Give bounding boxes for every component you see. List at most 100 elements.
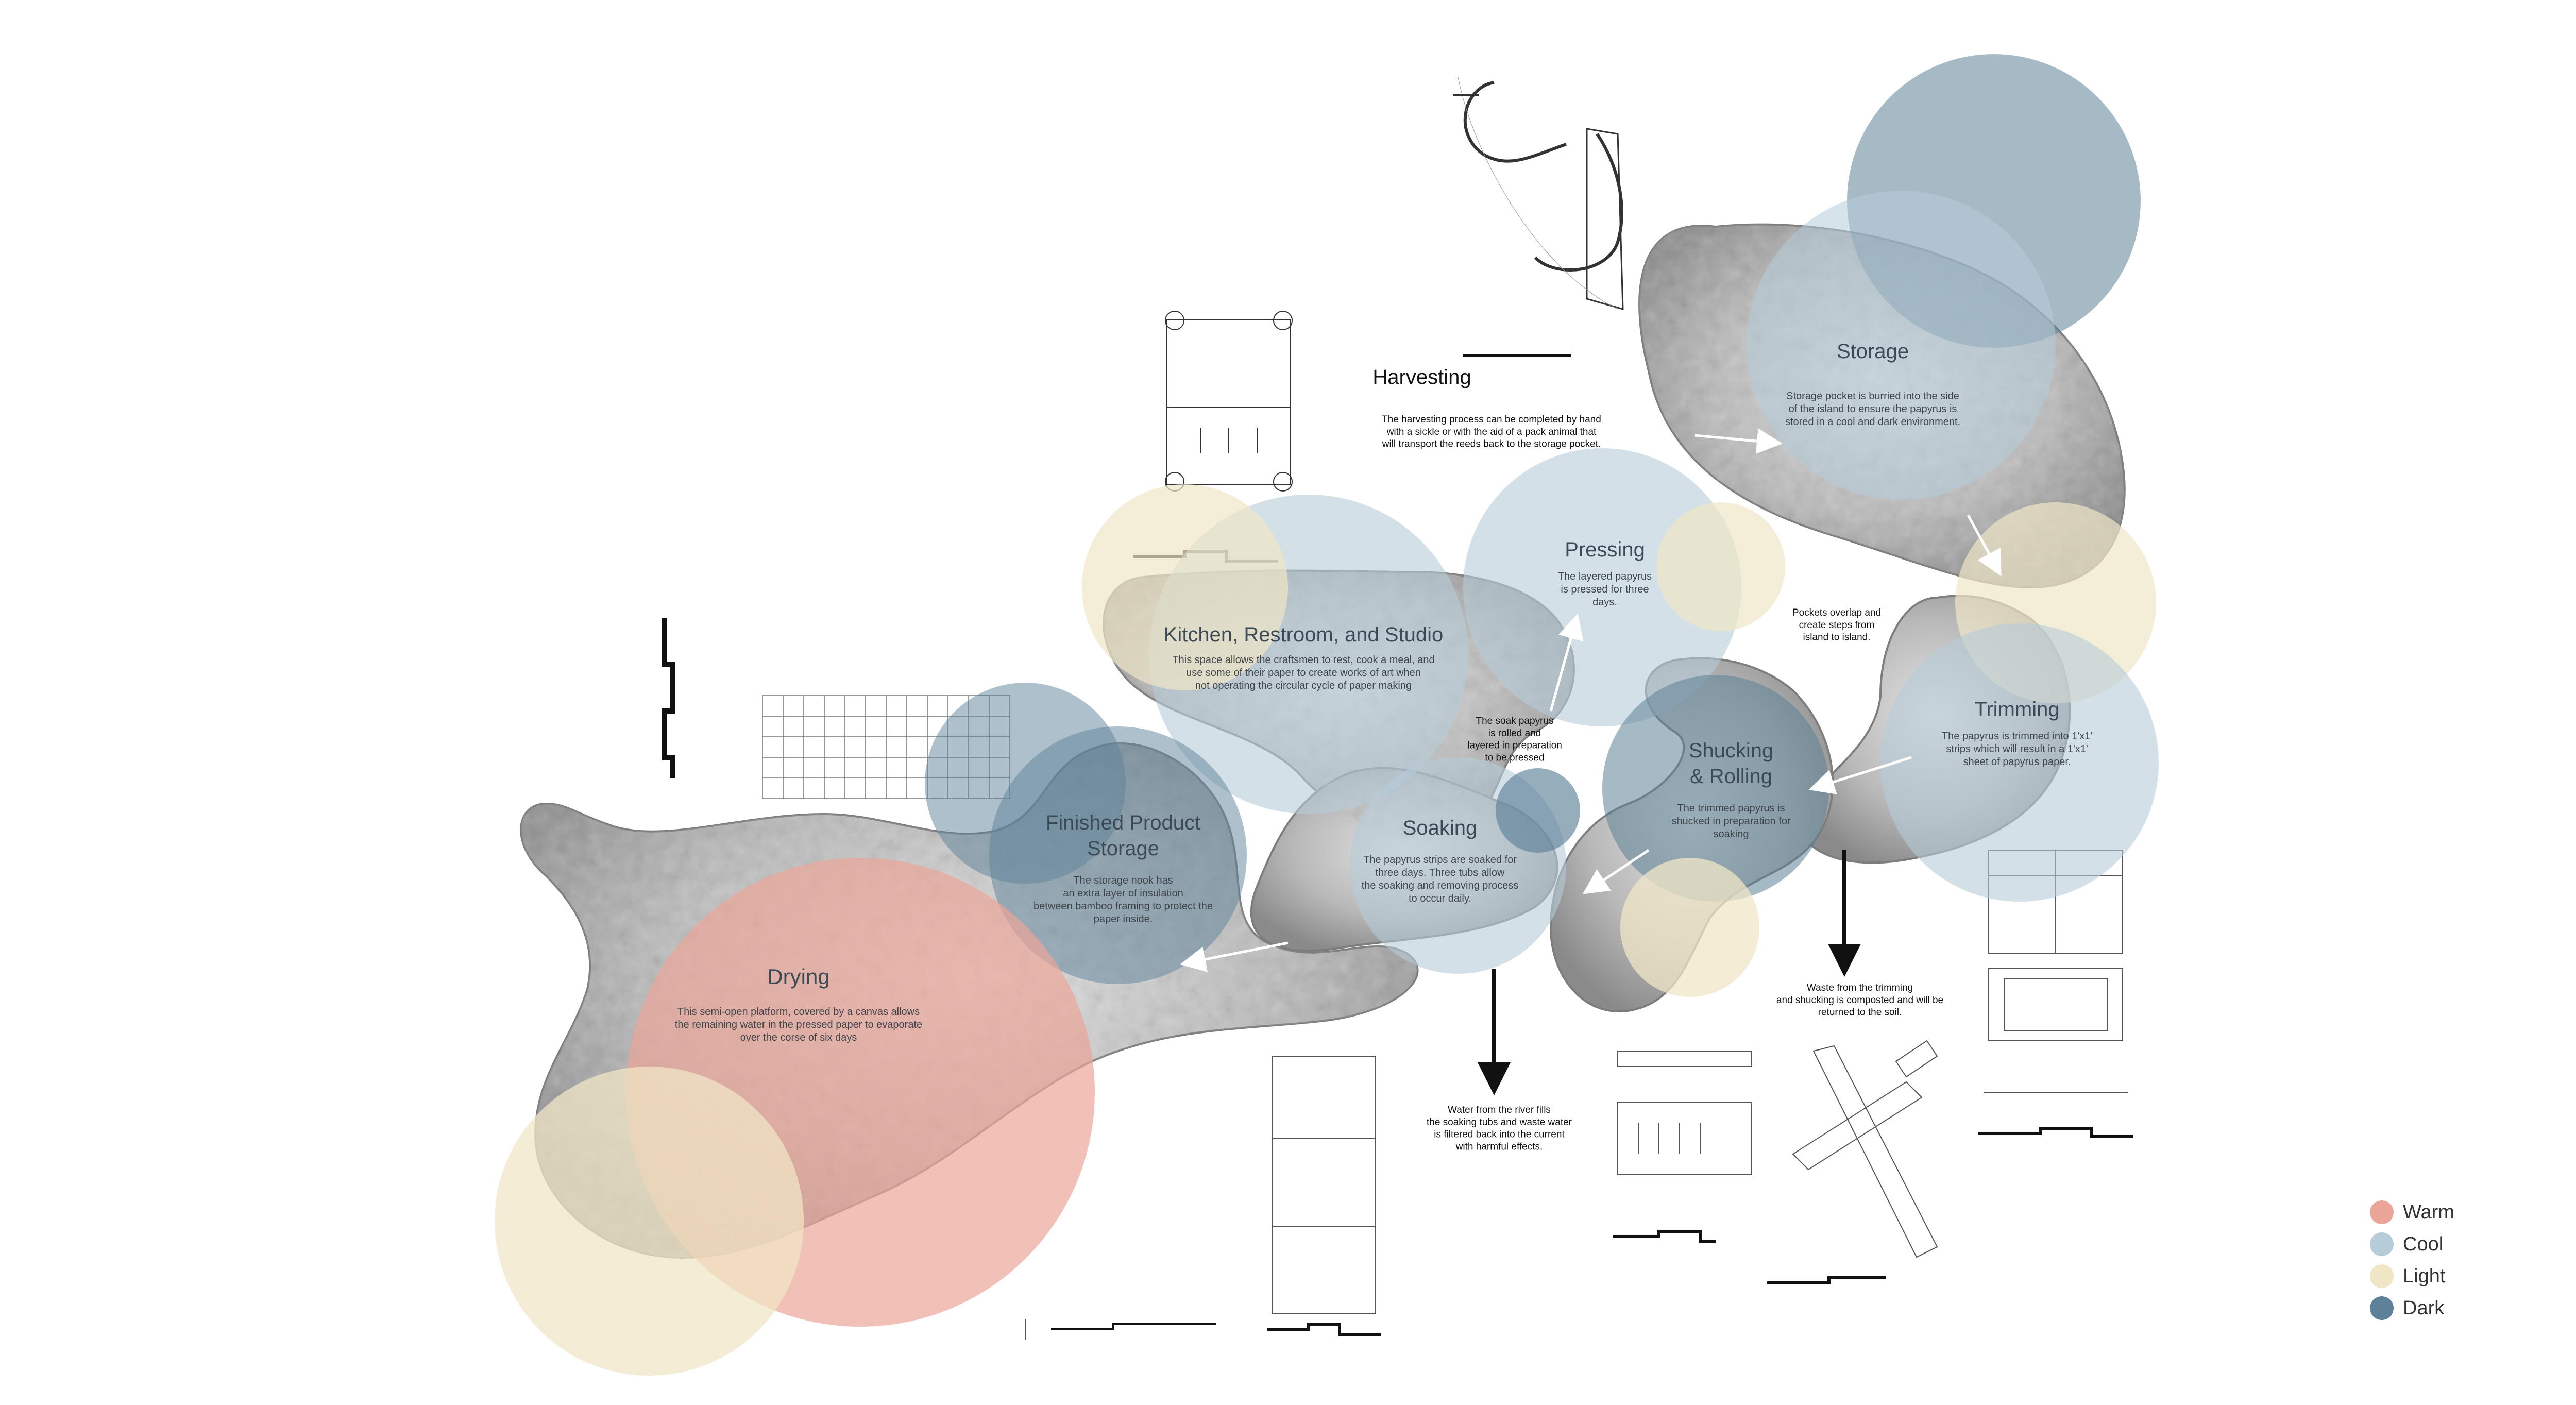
- harvesting-desc-line: with a sickle or with the aid of a pack …: [1386, 427, 1597, 437]
- harvesting-desc-line: will transport the reeds back to the sto…: [1382, 439, 1601, 450]
- zone-desc-pressing-line: is pressed for three: [1561, 584, 1649, 595]
- zone-desc-pressing-line: days.: [1592, 597, 1617, 608]
- circle-storage-cool: [1747, 191, 2056, 500]
- note-waste-line: and shucking is composted and will be: [1776, 995, 1943, 1006]
- arrow-harvest-to-storage: [1694, 428, 1783, 454]
- legend-dot-cool: [2370, 1232, 2394, 1256]
- zone-desc-soaking-line: to occur daily.: [1409, 893, 1471, 904]
- circle-trimming-cool: [1880, 623, 2159, 902]
- zone-desc-finished-line: paper inside.: [1094, 913, 1153, 925]
- zone-desc-kitchen: This space allows the craftsmen to rest,…: [1172, 654, 1434, 691]
- zone-desc-pressing-line: The layered papyrus: [1558, 571, 1652, 582]
- note-soak-rolled-line: The soak papyrus: [1476, 716, 1553, 726]
- note-pockets-line: island to island.: [1803, 632, 1871, 643]
- legend-item-dark: Dark: [2370, 1292, 2454, 1324]
- legend-dot-light: [2370, 1264, 2394, 1288]
- note-waste-line: returned to the soil.: [1818, 1007, 1902, 1018]
- note-pockets-line: Pockets overlap and: [1792, 607, 1881, 618]
- circle-soaking-dark-small: [1496, 768, 1580, 853]
- note-soak-rolled-line: is rolled and: [1488, 728, 1541, 739]
- circle-kitchen-light: [1082, 484, 1288, 690]
- zone-desc-trimming-line: strips which will result in a 1'x1': [1946, 743, 2088, 755]
- zone-desc-soaking-line: the soaking and removing process: [1362, 880, 1519, 891]
- legend-label-light: Light: [2403, 1265, 2446, 1287]
- zone-desc-storage-line: of the island to ensure the papyrus is: [1789, 403, 1957, 415]
- zone-title-trimming: Trimming: [1974, 698, 2059, 721]
- circle-finished-dark-left: [925, 683, 1126, 884]
- harvesting-desc-line: The harvesting process can be completed …: [1382, 414, 1601, 425]
- harvesting-title-line: Harvesting: [1372, 366, 1471, 388]
- zone-desc-kitchen-line: not operating the circular cycle of pape…: [1195, 680, 1412, 691]
- zone-title-storage-line: Storage: [1837, 340, 1909, 363]
- zone-title-drying: Drying: [767, 964, 829, 989]
- zone-desc-drying-line: the remaining water in the pressed paper…: [675, 1019, 922, 1030]
- note-soak-rolled-line: to be pressed: [1485, 752, 1544, 763]
- zone-title-shucking-line: Shucking: [1689, 739, 1774, 762]
- zone-desc-soaking-line: The papyrus strips are soaked for: [1363, 854, 1517, 866]
- zone-title-drying-line: Drying: [767, 964, 829, 989]
- program-circles: [495, 54, 2159, 1376]
- zone-desc-drying-line: This semi-open platform, covered by a ca…: [677, 1006, 920, 1018]
- harvesting-title: Harvesting: [1372, 366, 1471, 388]
- zone-desc-storage-line: stored in a cool and dark environment.: [1785, 416, 1960, 428]
- zone-desc-drying: This semi-open platform, covered by a ca…: [675, 1006, 922, 1043]
- zone-title-pressing: Pressing: [1565, 538, 1645, 561]
- note-soak-rolled-line: layered in preparation: [1467, 740, 1562, 751]
- note-waste-line: Waste from the trimming: [1807, 983, 1913, 993]
- zone-desc-soaking: The papyrus strips are soaked for three d…: [1362, 854, 1519, 904]
- note-pockets: Pockets overlap and create steps from isla…: [1792, 607, 1881, 643]
- arrow-soaking-to-pressing: [1549, 613, 1584, 712]
- vertical-scale-bar: [662, 618, 675, 778]
- circle-shucking-dark: [1602, 675, 1829, 902]
- zone-title-storage: Storage: [1837, 340, 1909, 363]
- zone-desc-trimming: The papyrus is trimmed into 1'x1' strips …: [1942, 731, 2092, 768]
- note-waste: Waste from the trimming and shucking is c…: [1776, 983, 1943, 1018]
- note-water-line: with harmful effects.: [1455, 1141, 1543, 1152]
- legend-label-cool: Cool: [2403, 1233, 2444, 1255]
- zone-desc-trimming-line: The papyrus is trimmed into 1'x1': [1942, 731, 2092, 742]
- zone-desc-storage: Storage pocket is burried into the side o…: [1785, 391, 1960, 428]
- legend-item-cool: Cool: [2370, 1228, 2454, 1260]
- zone-desc-finished-line: The storage nook has: [1073, 875, 1173, 886]
- zone-title-kitchen-line: Kitchen, Restroom, and Studio: [1164, 623, 1444, 646]
- note-water: Water from the river fills the soaking tu…: [1427, 1105, 1572, 1152]
- arrow-to-finished-storage: [1180, 941, 1289, 972]
- arrow-storage-to-trimming: [1967, 514, 2002, 577]
- zone-desc-drying-line: over the corse of six days: [740, 1032, 857, 1043]
- harvesting-desc: The harvesting process can be completed …: [1382, 414, 1601, 450]
- legend-dot-warm: [2370, 1200, 2394, 1224]
- note-pockets-line: create steps from: [1799, 620, 1875, 631]
- circle-pressing-light: [1656, 502, 1785, 631]
- trimming-tool-drawing: [1767, 1040, 1938, 1284]
- soaking-tubs-drawing: [1025, 1056, 1381, 1340]
- note-soak-rolled: The soak papyrus is rolled and layered in …: [1467, 716, 1562, 763]
- legend-item-warm: Warm: [2370, 1196, 2454, 1228]
- zone-title-soaking-line: Soaking: [1403, 817, 1478, 839]
- zone-desc-trimming-line: sheet of papyrus paper.: [1963, 756, 2071, 768]
- zone-title-kitchen: Kitchen, Restroom, and Studio: [1164, 623, 1444, 646]
- zone-desc-shucking-line: shucked in preparation for: [1671, 816, 1791, 827]
- zone-desc-kitchen-line: This space allows the craftsmen to rest,…: [1172, 654, 1434, 666]
- zone-title-shucking-line: & Rolling: [1690, 765, 1772, 788]
- zone-title-finished-line: Finished Product: [1046, 811, 1200, 834]
- flow-arrows: [1180, 428, 2002, 1095]
- sickle-drawing: [1453, 77, 1624, 357]
- legend-label-dark: Dark: [2403, 1297, 2445, 1319]
- zone-desc-finished-line: an extra layer of insulation: [1063, 888, 1183, 899]
- zone-desc-kitchen-line: use some of their paper to create works …: [1186, 667, 1421, 679]
- zone-desc-pressing: The layered papyrus is pressed for three d…: [1558, 571, 1652, 608]
- arrow-shucking-to-soaking: [1582, 849, 1650, 894]
- zone-title-trimming-line: Trimming: [1974, 698, 2059, 721]
- legend-label-warm: Warm: [2403, 1201, 2454, 1223]
- note-water-line: the soaking tubs and waste water: [1427, 1117, 1572, 1128]
- circle-pressing-cool: [1463, 448, 1741, 726]
- legend-dot-dark: [2370, 1296, 2394, 1320]
- zone-desc-shucking: The trimmed papyrus is shucked in prepara…: [1671, 803, 1791, 840]
- zone-title-shucking: Shucking & Rolling: [1689, 739, 1774, 788]
- zone-title-finished: Finished Product Storage: [1046, 811, 1200, 860]
- zone-title-soaking: Soaking: [1403, 817, 1478, 839]
- zone-desc-finished: The storage nook has an extra layer of in…: [1033, 875, 1213, 925]
- zone-desc-storage-line: Storage pocket is burried into the side: [1786, 391, 1959, 402]
- zone-desc-finished-line: between bamboo framing to protect the: [1033, 901, 1213, 912]
